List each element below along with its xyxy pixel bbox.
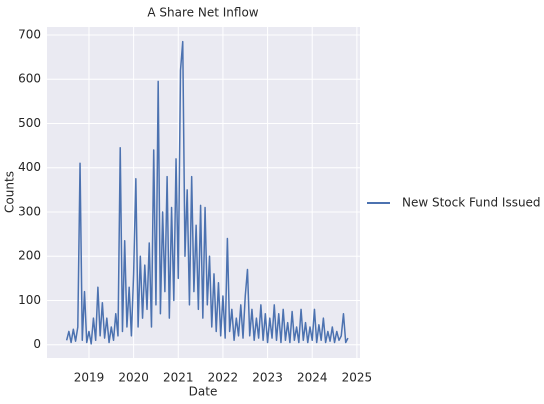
y-tick-label: 400 [18,160,41,174]
y-tick-label: 300 [18,204,41,218]
y-tick-label: 100 [18,293,41,307]
x-tick-label: 2023 [252,371,283,385]
x-axis-label: Date [189,385,218,399]
y-tick-label: 0 [33,337,41,351]
x-tick-label: 2025 [342,371,373,385]
legend-label: New Stock Fund Issued [402,196,541,210]
x-tick-label: 2021 [163,371,194,385]
y-tick-label: 700 [18,27,41,41]
chart-title: A Share Net Inflow [147,6,258,20]
y-tick-label: 600 [18,72,41,86]
x-tick-label: 2019 [74,371,105,385]
x-tick-label: 2024 [297,371,328,385]
x-tick-label: 2020 [118,371,149,385]
y-tick-label: 500 [18,116,41,130]
line-series [65,40,349,345]
y-axis-label: Counts [3,171,17,213]
y-tick-label: 200 [18,249,41,263]
x-tick-label: 2022 [208,371,239,385]
